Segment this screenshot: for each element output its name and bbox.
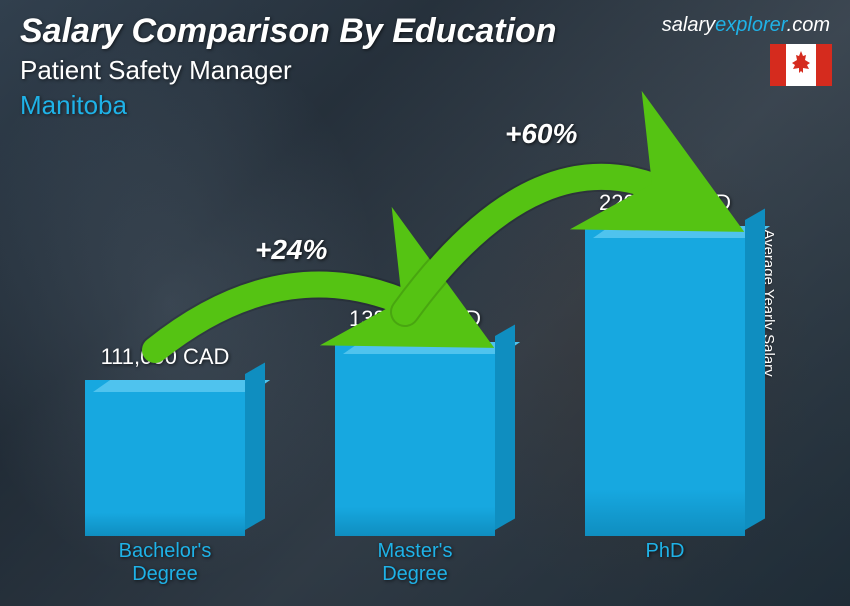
country-flag-canada (770, 44, 832, 86)
growth-arrow-label: +24% (255, 234, 327, 266)
flag-red-right (816, 44, 832, 86)
bar-chart: 111,000 CAD 138,000 CAD 220,000 CAD Bach… (40, 150, 790, 586)
flag-maple-leaf-icon (786, 44, 816, 86)
category-label: Master'sDegree (320, 540, 510, 586)
brand-part1: salary (662, 14, 715, 36)
category-label: PhD (570, 540, 760, 586)
growth-arrow-0 (155, 284, 425, 350)
flag-red-left (770, 44, 786, 86)
category-labels: Bachelor'sDegree Master'sDegree PhD (40, 540, 790, 586)
brand-part2: explorer (715, 14, 787, 36)
category-label: Bachelor'sDegree (70, 540, 260, 586)
chart-subtitle: Patient Safety Manager (20, 55, 830, 86)
growth-arrows (40, 90, 790, 526)
brand-logo: salaryexplorer.com (662, 14, 830, 37)
growth-arrow-1 (405, 177, 675, 312)
brand-part3: .com (787, 14, 830, 36)
growth-arrow-label: +60% (505, 118, 577, 150)
